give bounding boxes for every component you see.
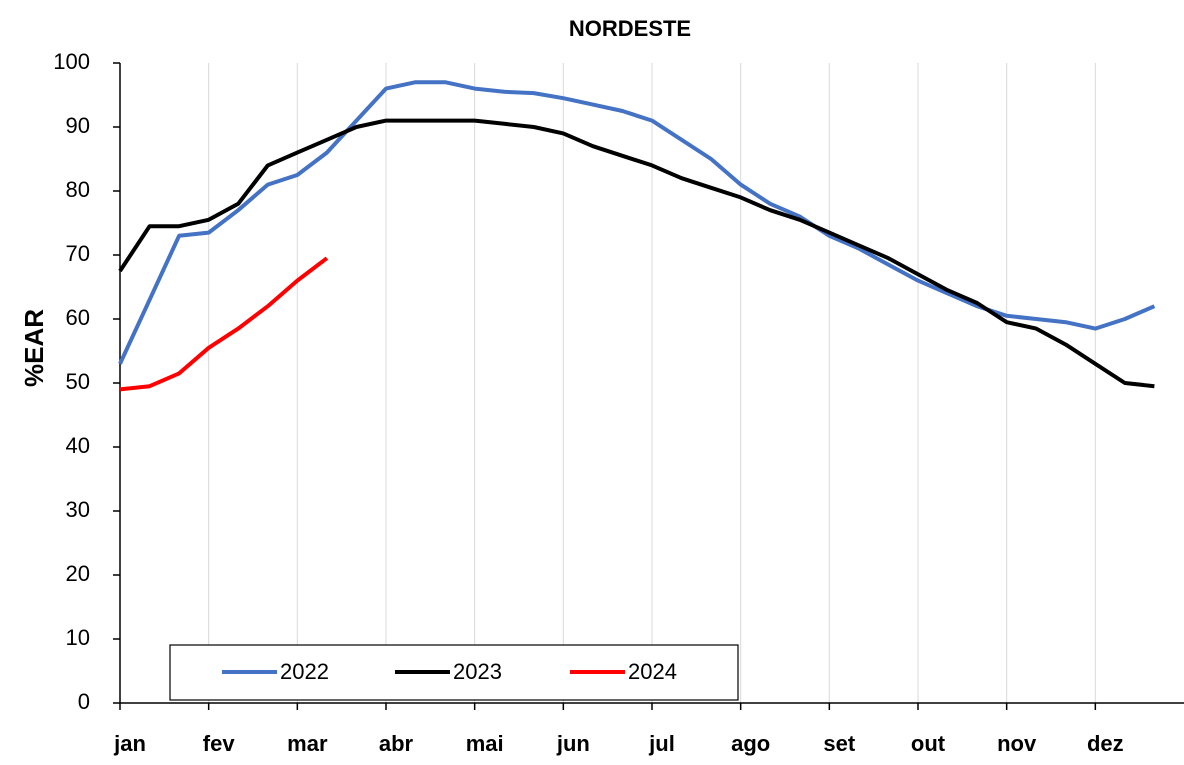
y-tick-label: 30 (66, 497, 90, 522)
y-axis-label: %EAR (19, 309, 49, 387)
legend-label: 2023 (453, 659, 502, 684)
y-tick-label: 80 (66, 177, 90, 202)
series-line (119, 256, 329, 392)
y-tick-label: 10 (66, 625, 90, 650)
chart-title: NORDESTE (569, 16, 691, 41)
legend-label: 2022 (280, 659, 329, 684)
x-tick-label: ago (731, 731, 770, 756)
x-tick-label: mai (466, 731, 504, 756)
legend-label: 2024 (628, 659, 677, 684)
y-tick-label: 20 (66, 561, 90, 586)
x-tick-label: dez (1087, 731, 1124, 756)
x-tick-label: set (823, 731, 855, 756)
series-line (118, 118, 1155, 389)
y-tick-label: 50 (66, 369, 90, 394)
x-tick-label: jul (648, 731, 675, 756)
y-tick-label: 90 (66, 113, 90, 138)
x-tick-label: out (911, 731, 946, 756)
x-tick-label: abr (379, 731, 414, 756)
y-tick-label: 60 (66, 305, 90, 330)
y-tick-label: 40 (66, 433, 90, 458)
y-tick-label: 70 (66, 241, 90, 266)
x-tick-label: fev (203, 731, 236, 756)
x-tick-label: jan (113, 731, 146, 756)
x-tick-label: jun (556, 731, 590, 756)
y-tick-label: 100 (53, 49, 90, 74)
y-tick-label: 0 (78, 689, 90, 714)
x-tick-label: nov (997, 731, 1037, 756)
x-tick-label: mar (287, 731, 328, 756)
series-line (118, 80, 1156, 365)
